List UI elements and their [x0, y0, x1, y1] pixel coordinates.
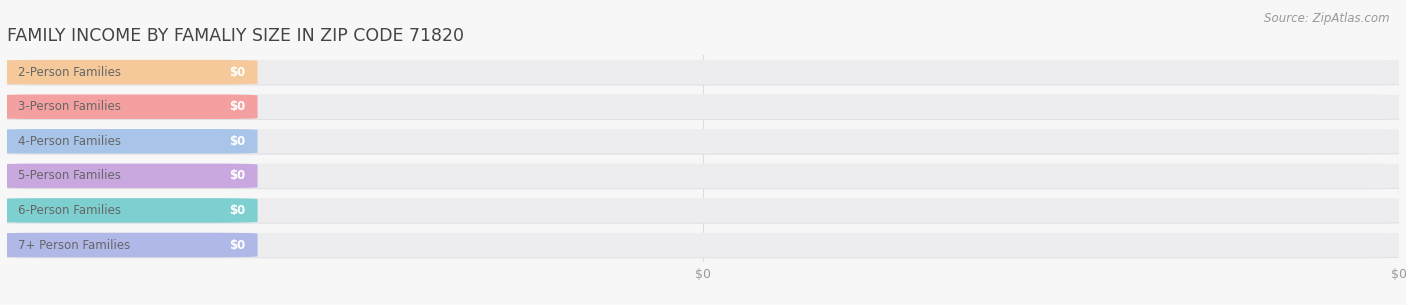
FancyBboxPatch shape: [0, 130, 1406, 155]
Text: 6-Person Families: 6-Person Families: [18, 204, 121, 217]
FancyBboxPatch shape: [0, 60, 1406, 84]
FancyBboxPatch shape: [0, 61, 1406, 85]
FancyBboxPatch shape: [0, 233, 1406, 257]
Text: $0: $0: [229, 135, 245, 148]
Text: 2-Person Families: 2-Person Families: [18, 66, 121, 79]
FancyBboxPatch shape: [0, 199, 1406, 224]
Text: $0: $0: [229, 204, 245, 217]
FancyBboxPatch shape: [0, 198, 257, 223]
Text: 7+ Person Families: 7+ Person Families: [18, 239, 131, 252]
FancyBboxPatch shape: [0, 95, 1406, 119]
FancyBboxPatch shape: [0, 233, 257, 257]
Text: Source: ZipAtlas.com: Source: ZipAtlas.com: [1264, 12, 1389, 25]
Text: 5-Person Families: 5-Person Families: [18, 169, 121, 182]
Text: 4-Person Families: 4-Person Families: [18, 135, 121, 148]
Text: 3-Person Families: 3-Person Families: [18, 100, 121, 113]
FancyBboxPatch shape: [0, 95, 257, 119]
FancyBboxPatch shape: [0, 234, 1406, 258]
Text: $0: $0: [229, 239, 245, 252]
FancyBboxPatch shape: [0, 163, 257, 188]
Text: $0: $0: [229, 66, 245, 79]
Text: $0: $0: [229, 100, 245, 113]
FancyBboxPatch shape: [0, 95, 1406, 120]
Text: $0: $0: [229, 169, 245, 182]
Text: FAMILY INCOME BY FAMALIY SIZE IN ZIP CODE 71820: FAMILY INCOME BY FAMALIY SIZE IN ZIP COD…: [7, 27, 464, 45]
FancyBboxPatch shape: [0, 129, 1406, 154]
FancyBboxPatch shape: [0, 165, 1406, 189]
FancyBboxPatch shape: [0, 60, 257, 84]
FancyBboxPatch shape: [0, 129, 257, 154]
FancyBboxPatch shape: [0, 163, 1406, 188]
FancyBboxPatch shape: [0, 198, 1406, 223]
